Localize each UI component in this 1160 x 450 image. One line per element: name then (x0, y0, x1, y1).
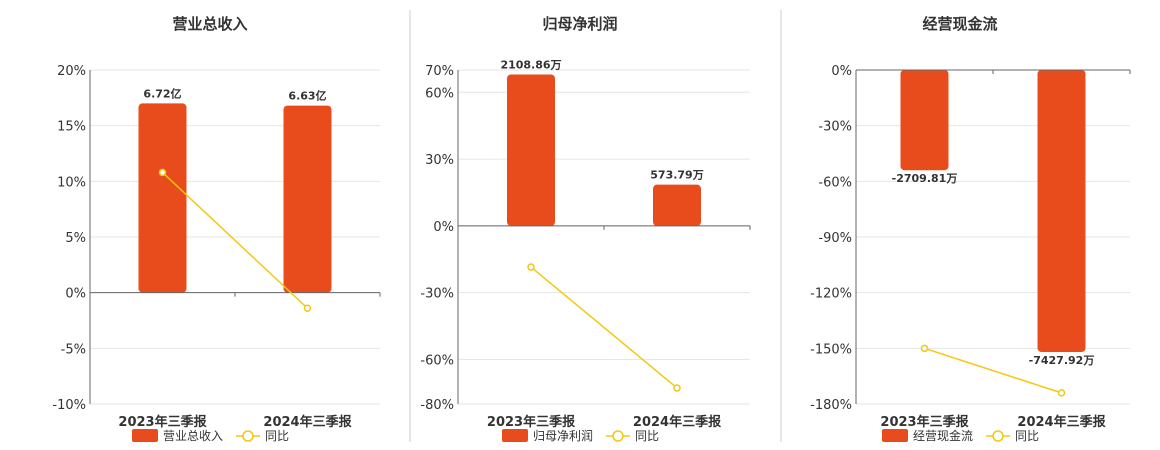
category-label: 2023年三季报 (880, 414, 969, 430)
category-label: 2023年三季报 (487, 414, 576, 430)
bar (900, 70, 949, 171)
y-tick-label: -80% (420, 398, 454, 413)
y-tick-label: 0% (433, 220, 454, 235)
data-label: 2108.86万 (500, 58, 561, 71)
chart-title: 营业总收入 (172, 15, 247, 33)
bar (653, 184, 701, 226)
line-point (1057, 389, 1066, 397)
legend-label-bar: 经营现金流 (913, 428, 973, 443)
legend-label-bar: 归母净利润 (533, 429, 593, 443)
data-label: -7427.92万 (1029, 354, 1095, 367)
legend-swatch-point (992, 430, 1004, 442)
y-tick-label: 20% (57, 64, 86, 79)
chart-1: 营业总收入 -10% -5% 0% 5% 10% 15% 20% 6.72亿 6.63亿 2023年… (52, 15, 381, 443)
legend: 营业总收入 同比 (132, 429, 289, 443)
data-label: -2709.81万 (892, 172, 958, 185)
category-label: 2024年三季报 (263, 414, 352, 430)
bar (138, 103, 187, 293)
line-point (303, 304, 312, 313)
y-tick-label: -150% (810, 342, 852, 357)
series-line-yoy (924, 347, 1062, 394)
bar (283, 105, 332, 293)
y-tick-label: -120% (810, 287, 852, 302)
y-tick-label: 0% (65, 287, 86, 302)
line-point (158, 168, 167, 177)
category-label: 2024年三季报 (1017, 414, 1106, 430)
legend: 经营现金流 同比 (882, 428, 1039, 443)
legend-label-line: 同比 (635, 429, 659, 443)
y-tick-label: -5% (61, 342, 86, 357)
chart-title: 经营现金流 (922, 15, 997, 33)
y-tick-label: -180% (810, 398, 852, 413)
y-tick-label: -10% (52, 398, 86, 413)
chart-2: 归母净利润 -80% -60% -30% 0% 30% 60% 70% 2108.86万 573.… (420, 15, 751, 443)
legend-label-line: 同比 (265, 429, 289, 443)
data-label: 6.63亿 (288, 89, 326, 103)
y-tick-label: 30% (425, 153, 454, 168)
y-tick-label: -60% (818, 175, 852, 190)
chart-title: 归母净利润 (542, 15, 617, 33)
y-tick-label: -60% (420, 353, 454, 368)
y-tick-label: -30% (818, 120, 852, 135)
y-tick-label: 15% (57, 120, 86, 135)
y-tick-label: -30% (420, 287, 454, 302)
legend-swatch-point (612, 430, 624, 442)
category-label: 2023年三季报 (118, 414, 207, 430)
data-label: 6.72亿 (143, 86, 181, 100)
legend-swatch-bar (502, 429, 528, 442)
series-line-yoy (530, 266, 678, 389)
legend-swatch-point (242, 430, 254, 442)
legend-swatch-bar (132, 429, 158, 442)
legend-label-line: 同比 (1015, 429, 1039, 443)
legend: 归母净利润 同比 (502, 429, 659, 443)
legend-swatch-bar (882, 429, 908, 442)
line-point (527, 263, 535, 271)
series-line-yoy (161, 171, 309, 309)
legend-label-bar: 营业总收入 (163, 429, 223, 443)
y-tick-label: 70% (425, 64, 454, 79)
y-tick-label: 60% (425, 86, 454, 101)
chart-3: 经营现金流 -180% -150% -120% -90% -60% -30% 0% -2709.… (810, 15, 1131, 443)
bar (1037, 70, 1086, 353)
category-label: 2024年三季报 (633, 414, 722, 430)
bar (507, 74, 555, 226)
line-point (673, 384, 681, 392)
y-tick-label: 5% (65, 231, 86, 246)
y-tick-label: 10% (57, 175, 86, 190)
line-point (920, 344, 929, 353)
y-tick-label: -90% (818, 231, 852, 246)
data-label: 573.79万 (650, 169, 703, 182)
y-tick-label: 0% (831, 64, 852, 79)
